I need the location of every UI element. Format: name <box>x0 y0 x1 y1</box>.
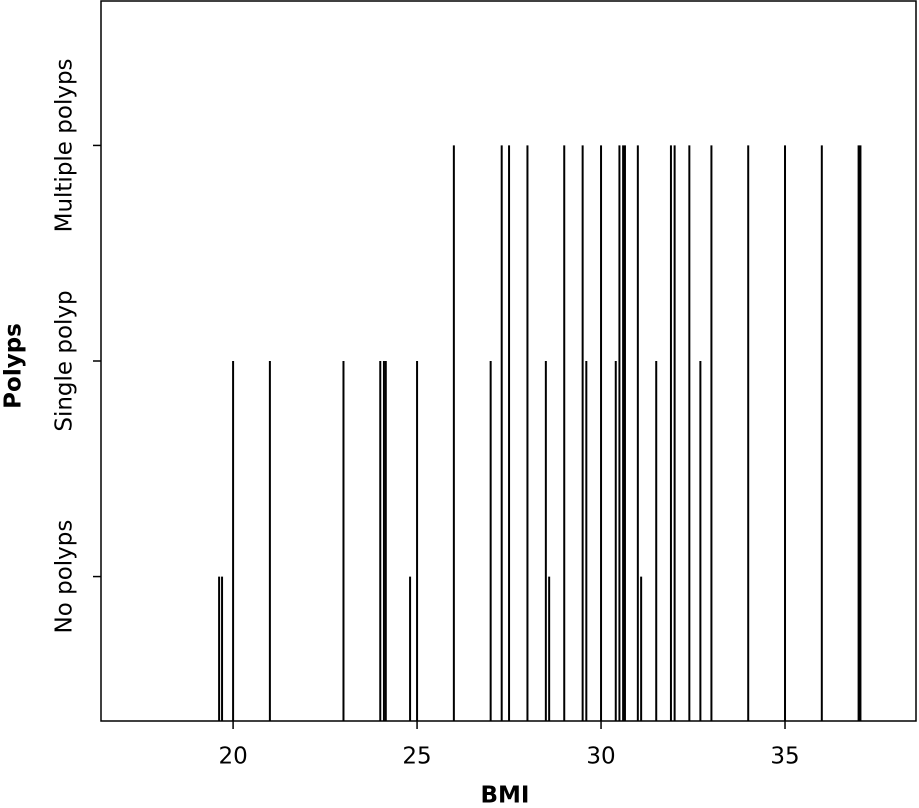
x-axis-title: BMI <box>481 783 530 808</box>
y-tick-label: Multiple polyps <box>52 58 78 232</box>
y-tick-label: No polyps <box>52 520 78 634</box>
x-tick-label: 35 <box>770 744 799 770</box>
x-tick-label: 25 <box>402 744 431 770</box>
y-axis-title: Polyps <box>1 323 27 409</box>
x-tick-label: 20 <box>218 744 247 770</box>
x-tick-label: 30 <box>586 744 615 770</box>
y-tick-label: Single polyp <box>52 290 78 431</box>
